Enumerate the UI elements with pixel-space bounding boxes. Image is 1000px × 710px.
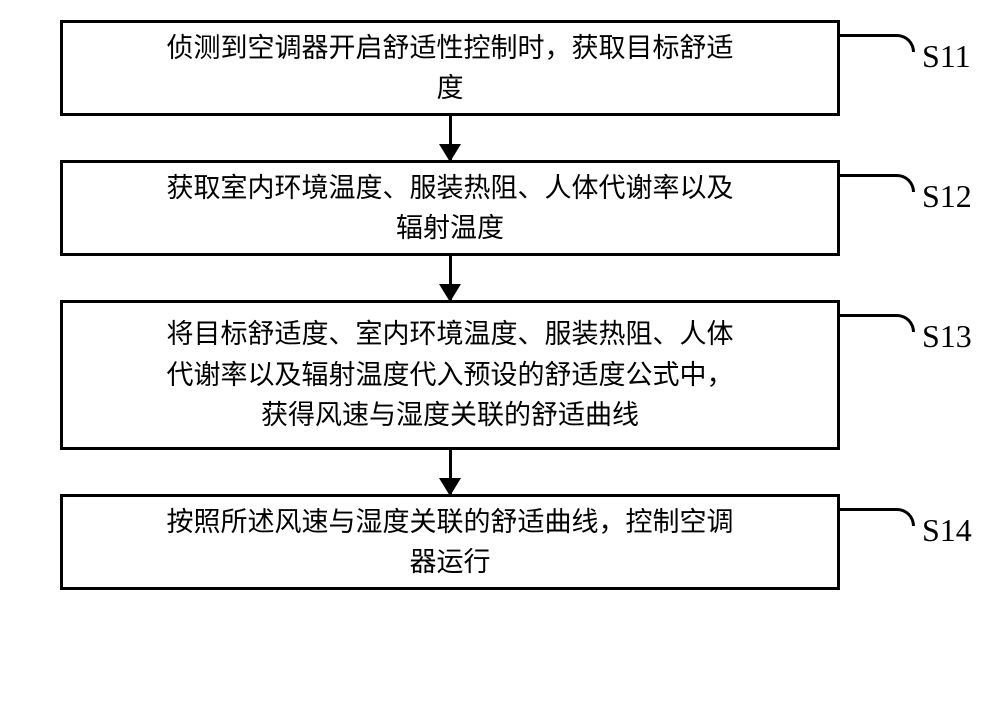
arrow xyxy=(449,450,452,494)
label-text: S13 xyxy=(922,318,972,355)
label-text: S14 xyxy=(922,512,972,549)
label-text: S12 xyxy=(922,178,972,215)
arrow xyxy=(449,116,452,160)
step-text: 按照所述风速与湿度关联的舒适曲线，控制空调器运行 xyxy=(167,502,734,583)
step-text: 将目标舒适度、室内环境温度、服装热阻、人体代谢率以及辐射温度代入预设的舒适度公式… xyxy=(167,314,734,436)
label-text: S11 xyxy=(922,38,971,75)
flowchart: 侦测到空调器开启舒适性控制时，获取目标舒适度 获取室内环境温度、服装热阻、人体代… xyxy=(60,20,840,590)
step-text: 侦测到空调器开启舒适性控制时，获取目标舒适度 xyxy=(167,28,734,109)
arrow xyxy=(449,256,452,300)
step-box-s12: 获取室内环境温度、服装热阻、人体代谢率以及辐射温度 xyxy=(60,160,840,256)
step-text: 获取室内环境温度、服装热阻、人体代谢率以及辐射温度 xyxy=(167,168,734,249)
step-box-s11: 侦测到空调器开启舒适性控制时，获取目标舒适度 xyxy=(60,20,840,116)
step-box-s13: 将目标舒适度、室内环境温度、服装热阻、人体代谢率以及辐射温度代入预设的舒适度公式… xyxy=(60,300,840,450)
step-box-s14: 按照所述风速与湿度关联的舒适曲线，控制空调器运行 xyxy=(60,494,840,590)
